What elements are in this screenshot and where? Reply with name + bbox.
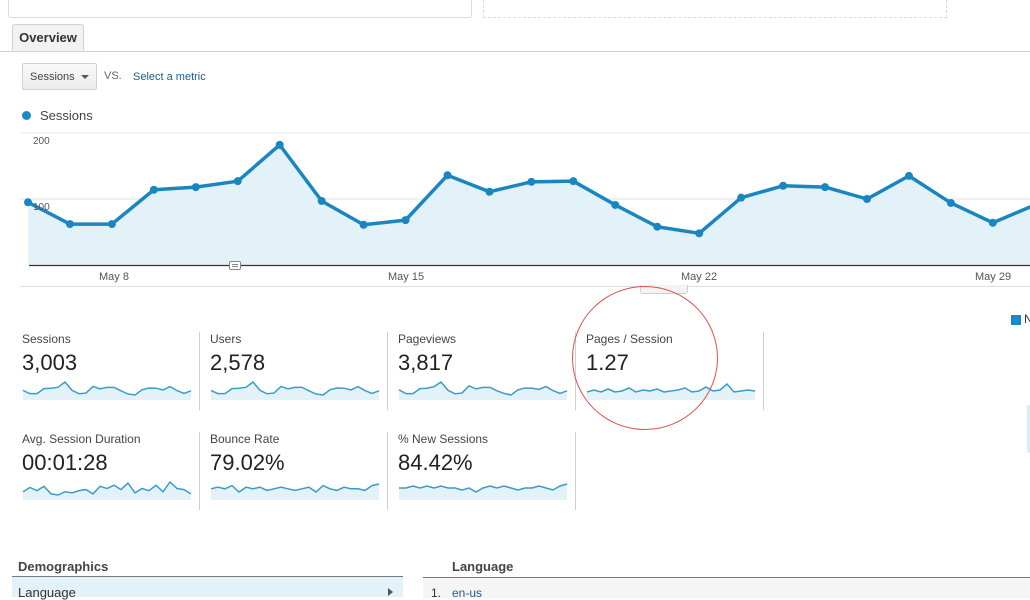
demographics-divider	[12, 576, 403, 577]
sparkline	[399, 483, 568, 500]
sparkline	[210, 380, 380, 400]
metric-label: Pageviews	[398, 332, 457, 346]
tile-divider	[199, 332, 200, 410]
chart-data-point[interactable]	[863, 195, 871, 203]
tab-overview[interactable]: Overview	[12, 24, 84, 51]
chart-data-point[interactable]	[359, 220, 368, 229]
metric-value: 00:01:28	[22, 450, 108, 475]
chart-data-point[interactable]	[821, 183, 830, 192]
tabs-divider	[0, 51, 1030, 52]
sparkline	[210, 483, 380, 500]
chart-data-point[interactable]	[65, 220, 74, 229]
chart-data-point[interactable]	[737, 193, 746, 202]
chart-points[interactable]	[24, 140, 1030, 238]
metric-tile-avg-session-duration[interactable]: Avg. Session Duration 00:01:28	[22, 432, 200, 510]
annotations-toggle-handle[interactable]	[640, 285, 688, 294]
chart-data-point[interactable]	[904, 171, 913, 180]
tile-divider	[763, 332, 764, 410]
metric-label: Users	[210, 332, 242, 346]
metric-tile-sessions[interactable]: Sessions 3,003	[22, 332, 200, 410]
chart-data-point[interactable]	[779, 181, 788, 190]
top-summary-card[interactable]	[8, 0, 472, 18]
legend-dot-icon	[22, 111, 31, 120]
metric-tile-new-sessions[interactable]: % New Sessions 84.42%	[398, 432, 576, 510]
language-title: Language	[452, 559, 514, 574]
metric-select-value: Sessions	[30, 70, 75, 83]
chart-bottom-divider	[20, 286, 1030, 287]
metric-label: Avg. Session Duration	[22, 432, 141, 446]
demographics-item-language[interactable]: Language	[12, 577, 403, 600]
metric-label: Sessions	[22, 332, 71, 346]
x-tick-may-15: May 15	[388, 271, 424, 283]
sessions-line-chart[interactable]: 200 100 May 8 May 15 May 22 May 29	[0, 125, 1030, 285]
chart-area-fill	[28, 144, 1030, 265]
chart-data-point[interactable]	[611, 200, 620, 209]
y-tick-200: 200	[33, 136, 50, 147]
metric-tile-pageviews[interactable]: Pageviews 3,817	[398, 332, 576, 410]
add-segment-card[interactable]	[483, 0, 947, 18]
metric-label: Bounce Rate	[210, 432, 280, 446]
chart-data-point[interactable]	[149, 185, 158, 194]
annotation-icon[interactable]	[229, 261, 241, 270]
metric-select[interactable]: Sessions	[22, 63, 97, 90]
metric-value: 79.02%	[210, 450, 285, 475]
metric-value: 1.27	[586, 350, 629, 375]
pie-chart-edge	[1027, 405, 1030, 453]
chart-legend-label: Sessions	[40, 108, 93, 123]
metric-tile-pages-per-session[interactable]: Pages / Session 1.27	[586, 332, 764, 410]
sparkline	[22, 380, 192, 400]
x-tick-may-29: May 29	[975, 271, 1011, 283]
chart-data-point[interactable]	[653, 222, 662, 231]
tile-divider	[575, 432, 576, 510]
sparkline	[22, 480, 192, 500]
chart-data-point[interactable]	[443, 171, 452, 180]
tile-divider	[575, 332, 576, 410]
chart-data-point[interactable]	[569, 177, 578, 186]
chart-data-point[interactable]	[946, 198, 955, 207]
metric-tile-users[interactable]: Users 2,578	[210, 332, 388, 410]
chart-data-point[interactable]	[107, 220, 116, 229]
metric-value: 84.42%	[398, 450, 473, 475]
vs-label: VS.	[104, 70, 122, 82]
tile-divider	[387, 432, 388, 510]
language-link[interactable]: en-us	[452, 586, 483, 600]
metric-label: % New Sessions	[398, 432, 489, 446]
y-tick-100: 100	[33, 202, 50, 213]
chart-data-point[interactable]	[24, 198, 32, 207]
tile-divider	[199, 432, 200, 510]
metric-value: 2,578	[210, 350, 266, 375]
language-row[interactable]: 1. en-us	[423, 578, 1030, 600]
metric-tile-bounce-rate[interactable]: Bounce Rate 79.02%	[210, 432, 388, 510]
metric-value: 3,817	[398, 350, 454, 375]
chart-data-point[interactable]	[485, 187, 494, 196]
select-metric-link[interactable]: Select a metric	[133, 71, 206, 83]
language-rank: 1.	[431, 586, 442, 600]
chart-data-point[interactable]	[401, 216, 410, 225]
chart-data-point[interactable]	[527, 177, 536, 186]
chart-data-point[interactable]	[317, 196, 326, 205]
chart-data-point[interactable]	[233, 177, 242, 186]
sparkline	[586, 382, 756, 400]
metric-value: 3,003	[22, 350, 78, 375]
demographics-title: Demographics	[18, 559, 109, 574]
chart-data-point[interactable]	[695, 229, 704, 238]
chart-data-point[interactable]	[275, 140, 284, 149]
chart-data-point[interactable]	[988, 218, 997, 227]
x-tick-may-8: May 8	[99, 271, 129, 283]
chevron-down-icon	[81, 75, 89, 79]
metric-label: Pages / Session	[586, 332, 673, 346]
chevron-right-icon	[388, 588, 393, 596]
language-divider	[423, 577, 1030, 578]
sparkline	[398, 381, 568, 400]
x-tick-may-22: May 22	[681, 271, 717, 283]
pie-legend-label: N	[1024, 312, 1030, 326]
legend-square-icon	[1011, 315, 1021, 325]
chart-data-point[interactable]	[191, 183, 200, 192]
tile-divider	[387, 332, 388, 410]
